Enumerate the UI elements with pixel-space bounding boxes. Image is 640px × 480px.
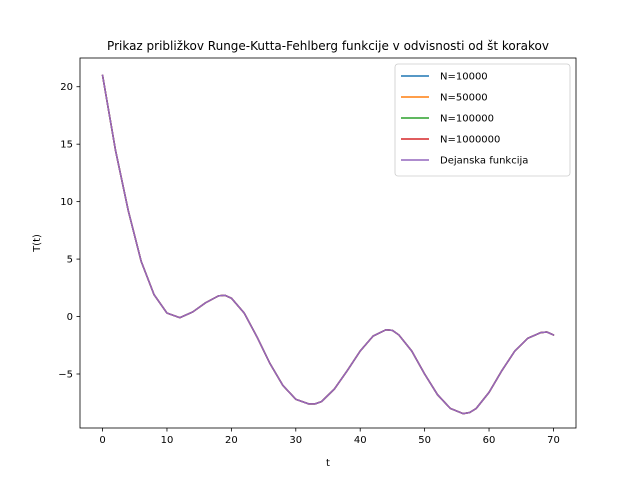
y-tick-label: 5 bbox=[67, 255, 73, 266]
legend-label-3: N=1000000 bbox=[440, 135, 500, 146]
series-line-4 bbox=[101, 74, 555, 415]
x-tick-label: 0 bbox=[99, 435, 105, 446]
legend-label-2: N=100000 bbox=[440, 114, 494, 125]
y-axis-label: T(t) bbox=[32, 234, 43, 253]
axes: 0 10 20 30 40 50 60 70 −5 0 5 10 15 20 bbox=[58, 57, 577, 446]
x-tick-label: 30 bbox=[289, 435, 302, 446]
y-tick-label: −5 bbox=[58, 369, 73, 380]
legend-label-1: N=50000 bbox=[440, 93, 488, 104]
x-tick-label: 60 bbox=[483, 435, 496, 446]
x-tick-label: 10 bbox=[161, 435, 174, 446]
legend-label-4: Dejanska funkcija bbox=[440, 156, 528, 167]
y-tick-label: 15 bbox=[60, 140, 73, 151]
x-tick-label: 70 bbox=[547, 435, 560, 446]
legend: N=10000 N=50000 N=100000 N=1000000 Dejanska … bbox=[394, 63, 571, 177]
legend-label-0: N=10000 bbox=[440, 72, 488, 83]
x-axis-label: t bbox=[326, 458, 330, 469]
x-tick-label: 20 bbox=[225, 435, 238, 446]
axes-frame bbox=[79, 57, 577, 429]
y-tick-label: 10 bbox=[60, 197, 73, 208]
y-tick-label: 0 bbox=[67, 312, 73, 323]
plot-area bbox=[101, 74, 555, 415]
legend-box bbox=[394, 63, 571, 177]
x-tick-label: 40 bbox=[354, 435, 367, 446]
x-tick-label: 50 bbox=[418, 435, 431, 446]
chart-title: Prikaz približkov Runge-Kutta-Fehlberg f… bbox=[107, 39, 549, 53]
y-tick-label: 20 bbox=[60, 82, 73, 93]
